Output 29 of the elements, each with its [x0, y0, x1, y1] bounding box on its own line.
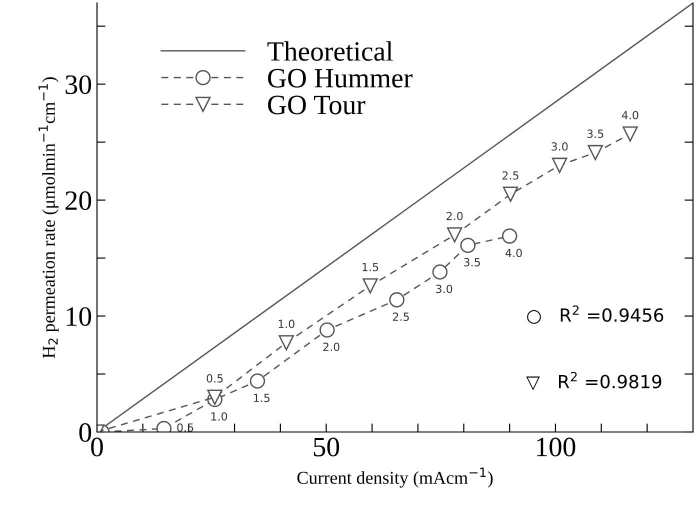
annotation: 1.0 — [278, 320, 294, 328]
legend-label: GO Hummer — [268, 68, 412, 88]
legend-label: GO Tour — [268, 96, 366, 114]
annotation: 3.5 — [587, 130, 604, 138]
y-tick-label: 10 — [66, 307, 92, 326]
legend-label: Theoretical — [267, 41, 393, 61]
annotation: 2.5 — [502, 171, 518, 180]
annotation: 1.5 — [254, 394, 270, 402]
x-tick-label: 0 — [91, 438, 103, 456]
annotation: 1.5 — [362, 262, 378, 272]
y-axis-title: H$_{2}$ permeation rate (μmolmin$^{−1}$cm$^{−1}$) — [38, 77, 59, 358]
annotation: 2.0 — [446, 212, 463, 220]
x-tick-label: 50 — [314, 438, 340, 456]
x-axis-title: Current density (mAcm$^{−1}$) — [297, 468, 493, 488]
annotation: 3.0 — [552, 142, 568, 151]
annotation: 0.5 — [206, 374, 223, 383]
annotation: ▽ R$^{2}$ =0.9819 — [526, 372, 662, 390]
annotation: 3.5 — [464, 258, 480, 266]
annotation: 3.0 — [436, 284, 452, 294]
annotation: 2.0 — [323, 342, 340, 352]
y-tick-label: 0 — [79, 423, 92, 442]
annotation: 4.0 — [622, 110, 638, 120]
y-tick-label: 20 — [66, 191, 92, 210]
x-tick-label: 100 — [537, 438, 576, 456]
annotation: ○ R$^{2}$ =0.9456 — [527, 305, 664, 324]
annotation: 2.5 — [392, 312, 409, 321]
y-tick-label: 30 — [66, 75, 92, 94]
annotation: 4.0 — [505, 248, 522, 258]
annotation: 1.0 — [211, 412, 228, 421]
